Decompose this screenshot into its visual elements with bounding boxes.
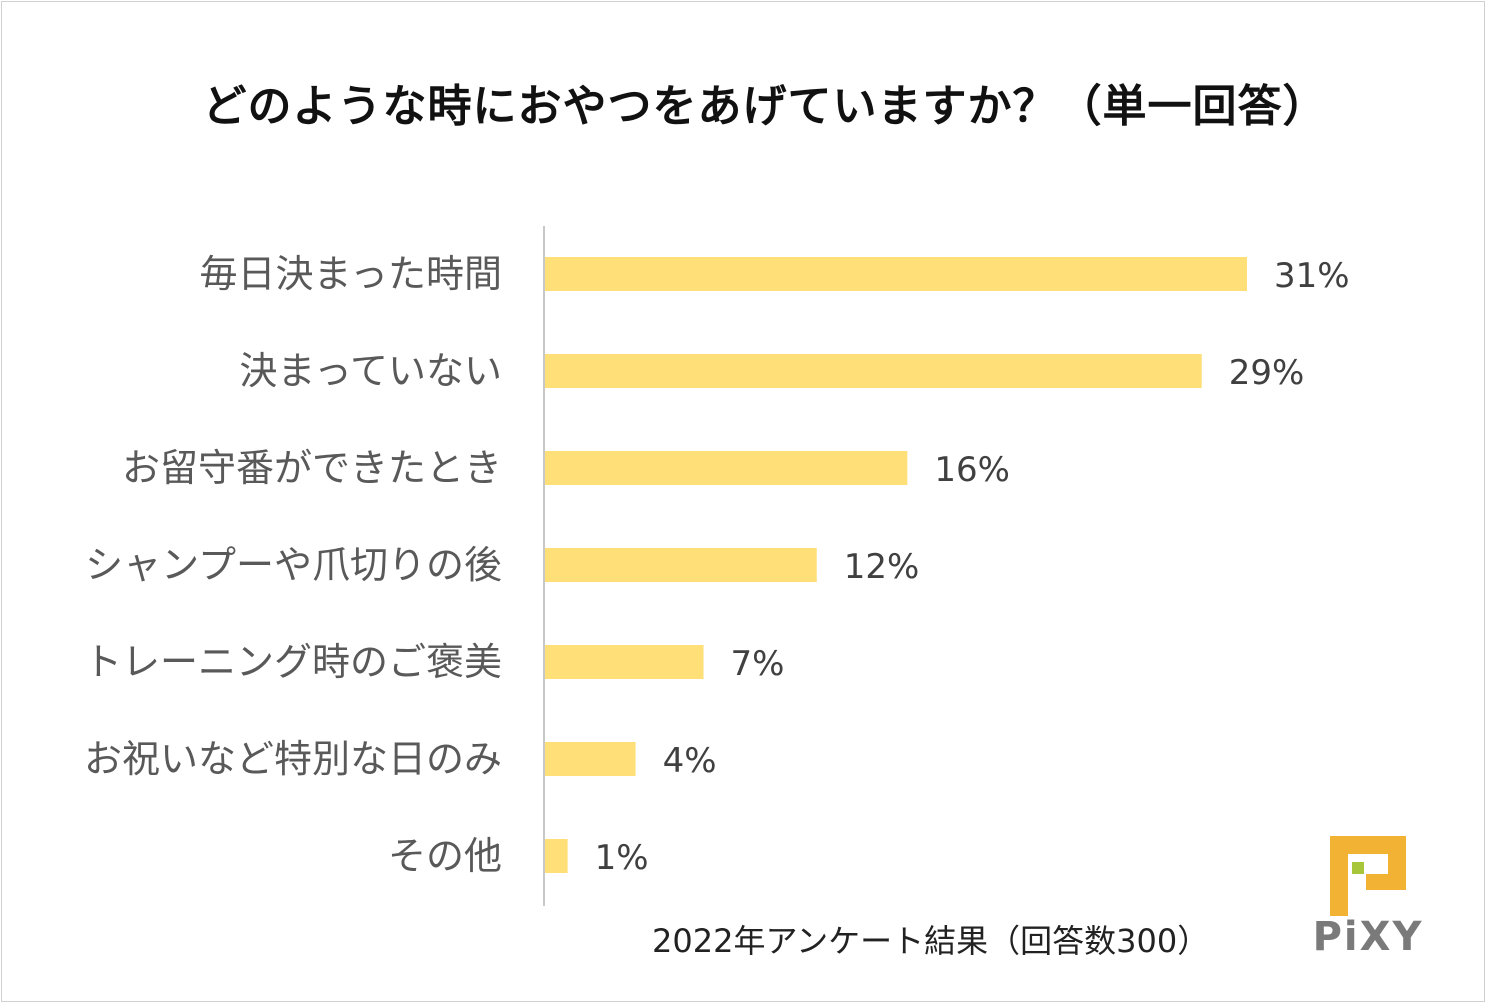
survey-footnote: 2022年アンケート結果（回答数300） [652,922,1210,960]
category-label-2: 決まっていない [239,349,502,393]
bar-2 [545,354,1202,388]
bar-1 [545,257,1247,291]
data-label-3: 16% [934,450,1010,490]
data-label-4: 12% [844,547,920,587]
data-label-7: 1% [595,838,649,878]
bar-7 [545,839,568,873]
category-label-7: その他 [388,834,502,878]
bar-3 [545,451,908,485]
pixy-logo: PiXY [1306,834,1430,964]
category-label-6: お祝いなど特別な日のみ [84,737,502,781]
data-label-5: 7% [731,644,785,684]
category-label-4: シャンプーや爪切りの後 [85,543,502,587]
data-label-2: 29% [1229,353,1305,393]
bar-4 [545,548,817,582]
logo-p-shape [1330,836,1406,916]
bar-6 [545,742,636,776]
data-label-1: 31% [1274,256,1350,296]
category-label-1: 毎日決まった時間 [200,252,502,296]
logo-accent-square [1352,862,1364,874]
data-label-6: 4% [663,741,717,781]
chart-title: どのような時におやつをあげていますか？（単一回答） [202,81,1328,132]
pixy-logo-mark [1330,836,1406,916]
category-label-5: トレーニング時のご褒美 [84,640,502,684]
bar-5 [545,645,704,679]
logo-text: PiXY [1312,914,1424,960]
category-label-3: お留守番ができたとき [122,446,502,490]
